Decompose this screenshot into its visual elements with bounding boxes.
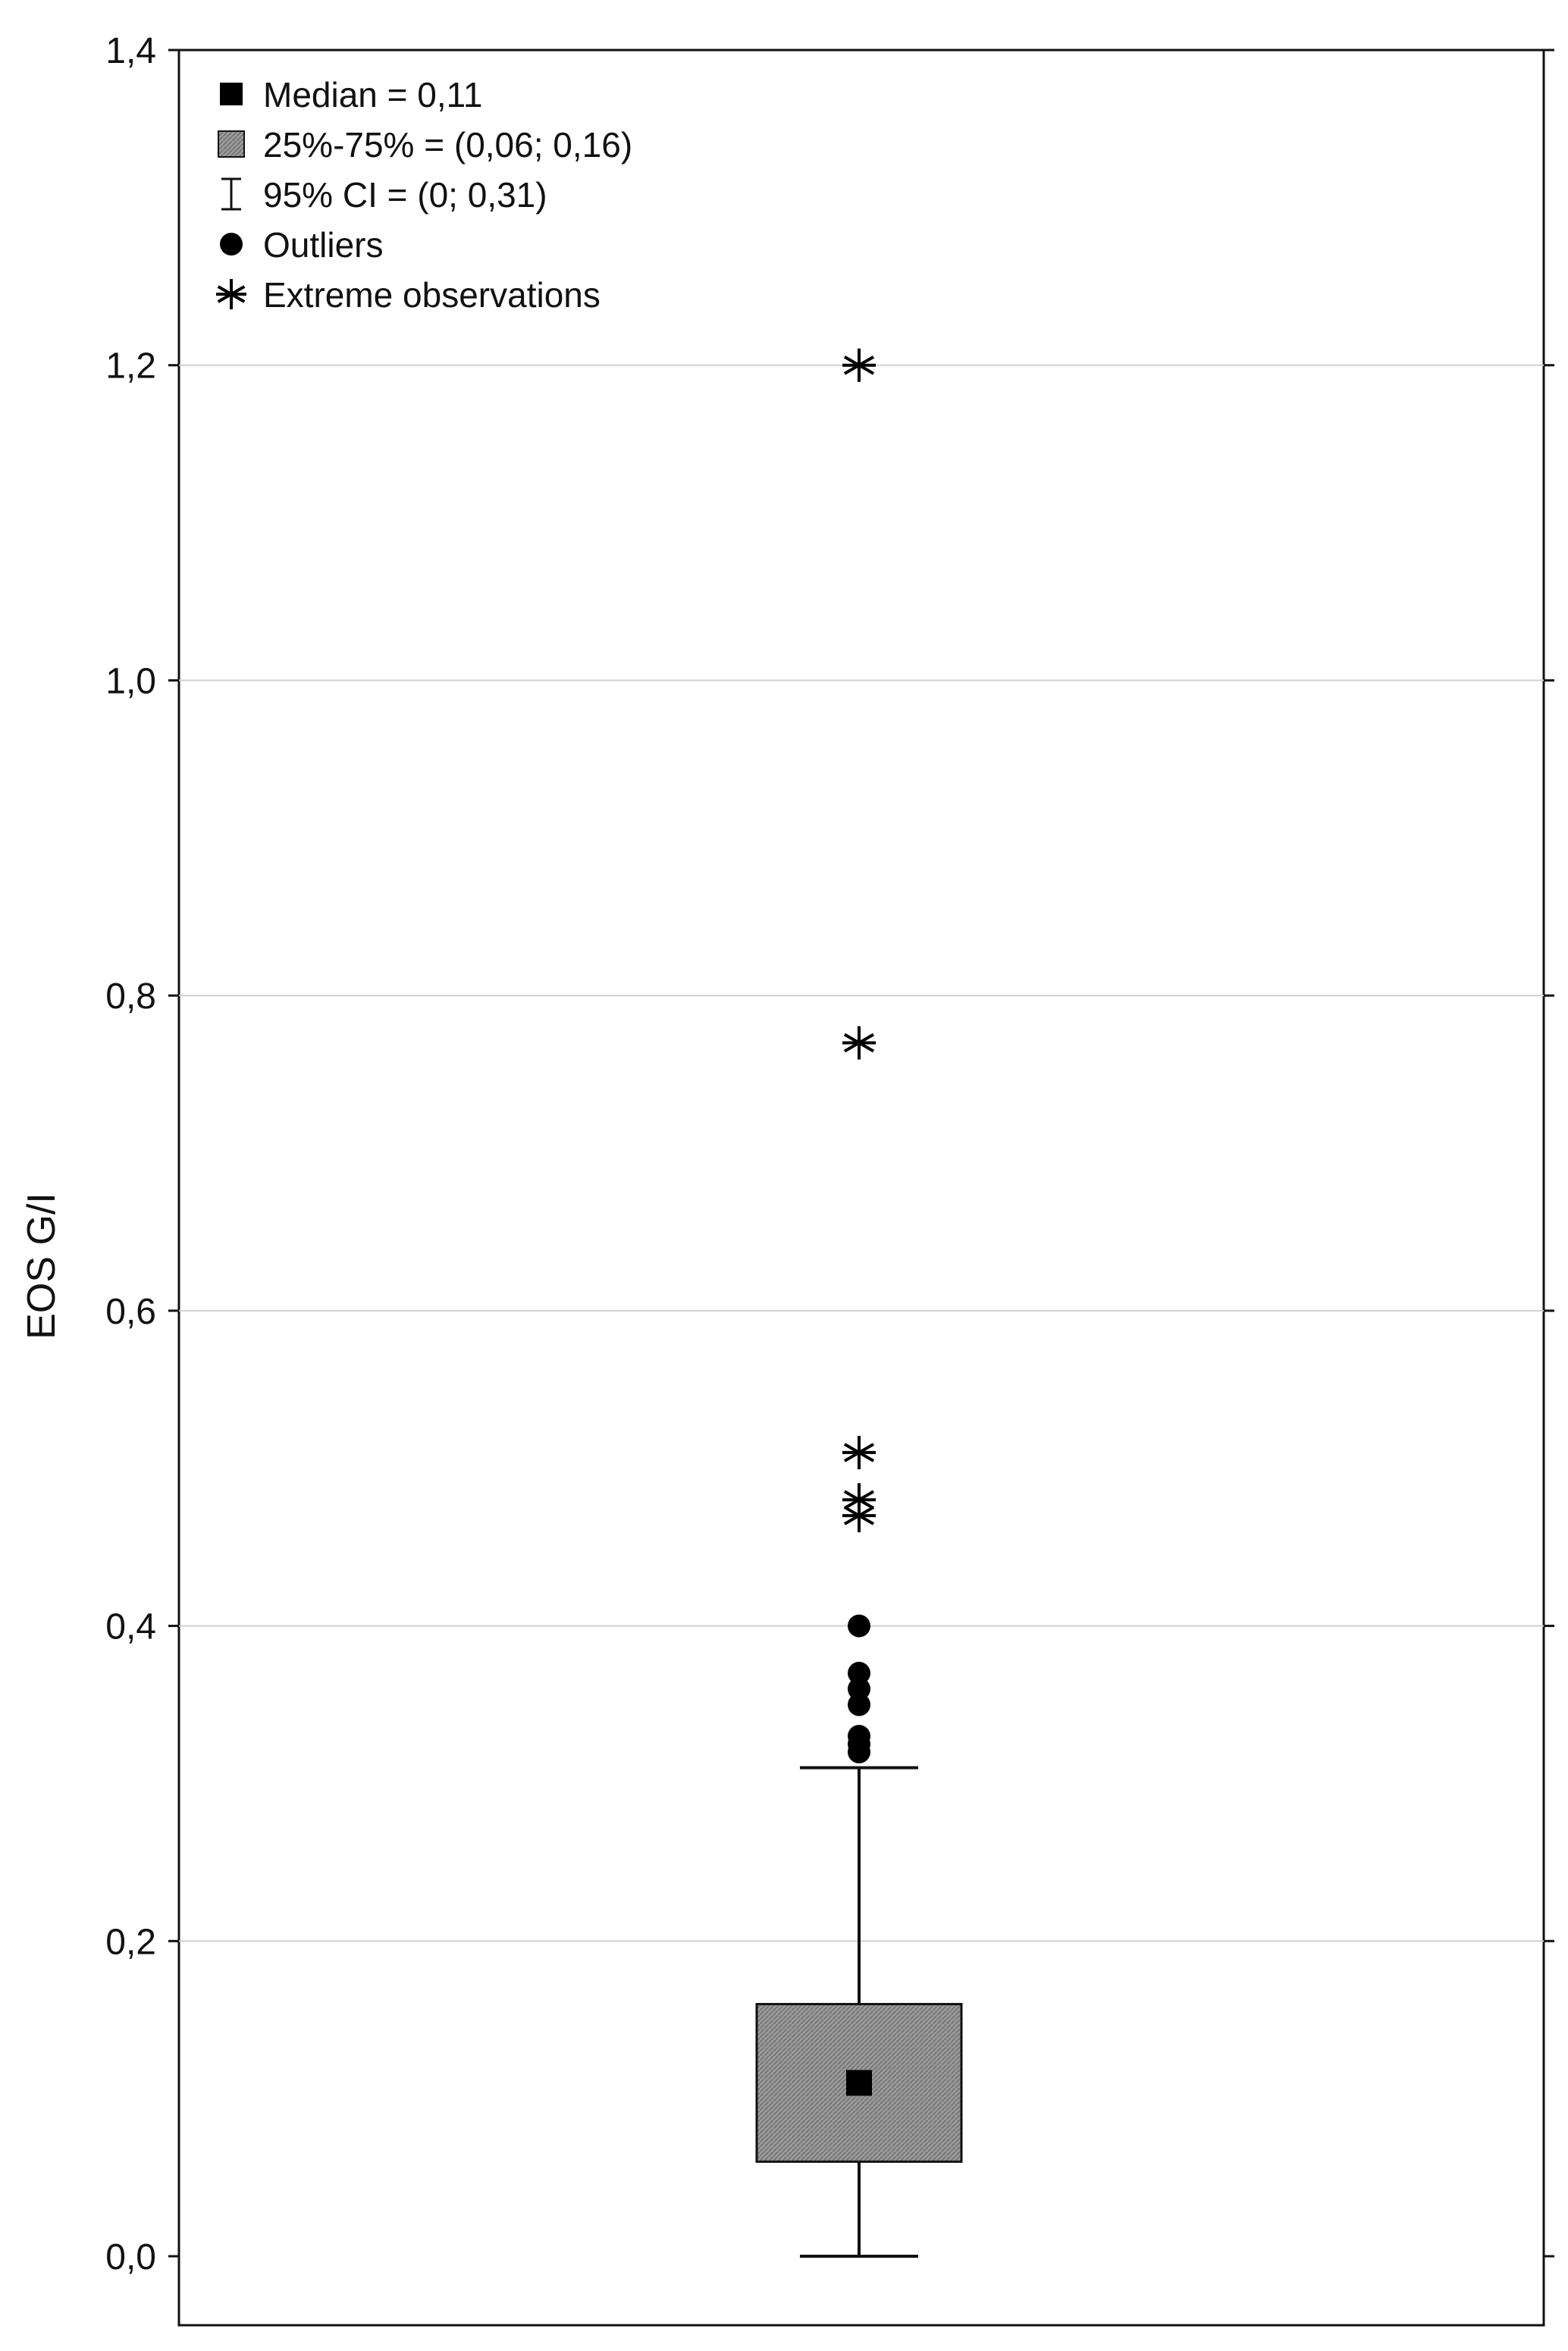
legend: Median = 0,11 25%-75% = (0,06; 0,16) 95% C… bbox=[216, 75, 632, 315]
outlier-point bbox=[848, 1693, 870, 1716]
y-tick-label: 0,8 bbox=[105, 976, 156, 1017]
legend-whisker-icon bbox=[221, 177, 241, 211]
y-tick-label: 1,0 bbox=[105, 661, 156, 701]
outlier-point bbox=[848, 1661, 870, 1685]
legend-label: 95% CI = (0; 0,31) bbox=[263, 175, 547, 215]
legend-label: Median = 0,11 bbox=[263, 75, 482, 114]
data-markers bbox=[842, 348, 876, 1763]
outlier-point bbox=[848, 1614, 870, 1638]
legend-dot-icon bbox=[220, 233, 243, 255]
y-tick-label: 1,2 bbox=[105, 346, 156, 387]
outlier-point bbox=[848, 1725, 870, 1748]
y-axis-ticks: 0,0 0,2 0,4 0,6 0,8 1,0 1,2 1,4 bbox=[105, 31, 1554, 2277]
extreme-point bbox=[842, 1026, 876, 1060]
y-tick-label: 0,4 bbox=[105, 1607, 156, 1647]
extreme-point bbox=[842, 348, 876, 382]
median-marker bbox=[846, 2070, 872, 2096]
legend-item: Extreme observations bbox=[216, 275, 601, 315]
y-tick-label: 0,0 bbox=[105, 2237, 156, 2277]
extreme-point bbox=[842, 1483, 876, 1517]
legend-label: Outliers bbox=[263, 225, 383, 265]
y-tick-label: 0,6 bbox=[105, 1292, 156, 1332]
legend-median-icon bbox=[220, 83, 243, 105]
legend-item: 95% CI = (0; 0,31) bbox=[221, 175, 547, 215]
legend-label: Extreme observations bbox=[263, 275, 601, 315]
legend-item: Median = 0,11 bbox=[220, 75, 482, 114]
y-tick-label: 1,4 bbox=[105, 31, 156, 71]
legend-box-icon bbox=[218, 130, 245, 158]
legend-asterisk-icon bbox=[216, 279, 246, 309]
box-plot bbox=[755, 1766, 963, 2258]
plot-frame bbox=[177, 49, 1545, 2327]
legend-item: Outliers bbox=[220, 225, 383, 265]
outlier-point bbox=[848, 1677, 870, 1701]
legend-item: 25%-75% = (0,06; 0,16) bbox=[218, 125, 632, 165]
extreme-point bbox=[842, 1435, 876, 1469]
y-axis-label: EOS G/I bbox=[20, 1193, 64, 1340]
y-tick-label: 0,2 bbox=[105, 1922, 156, 1962]
legend-label: 25%-75% = (0,06; 0,16) bbox=[263, 125, 632, 165]
